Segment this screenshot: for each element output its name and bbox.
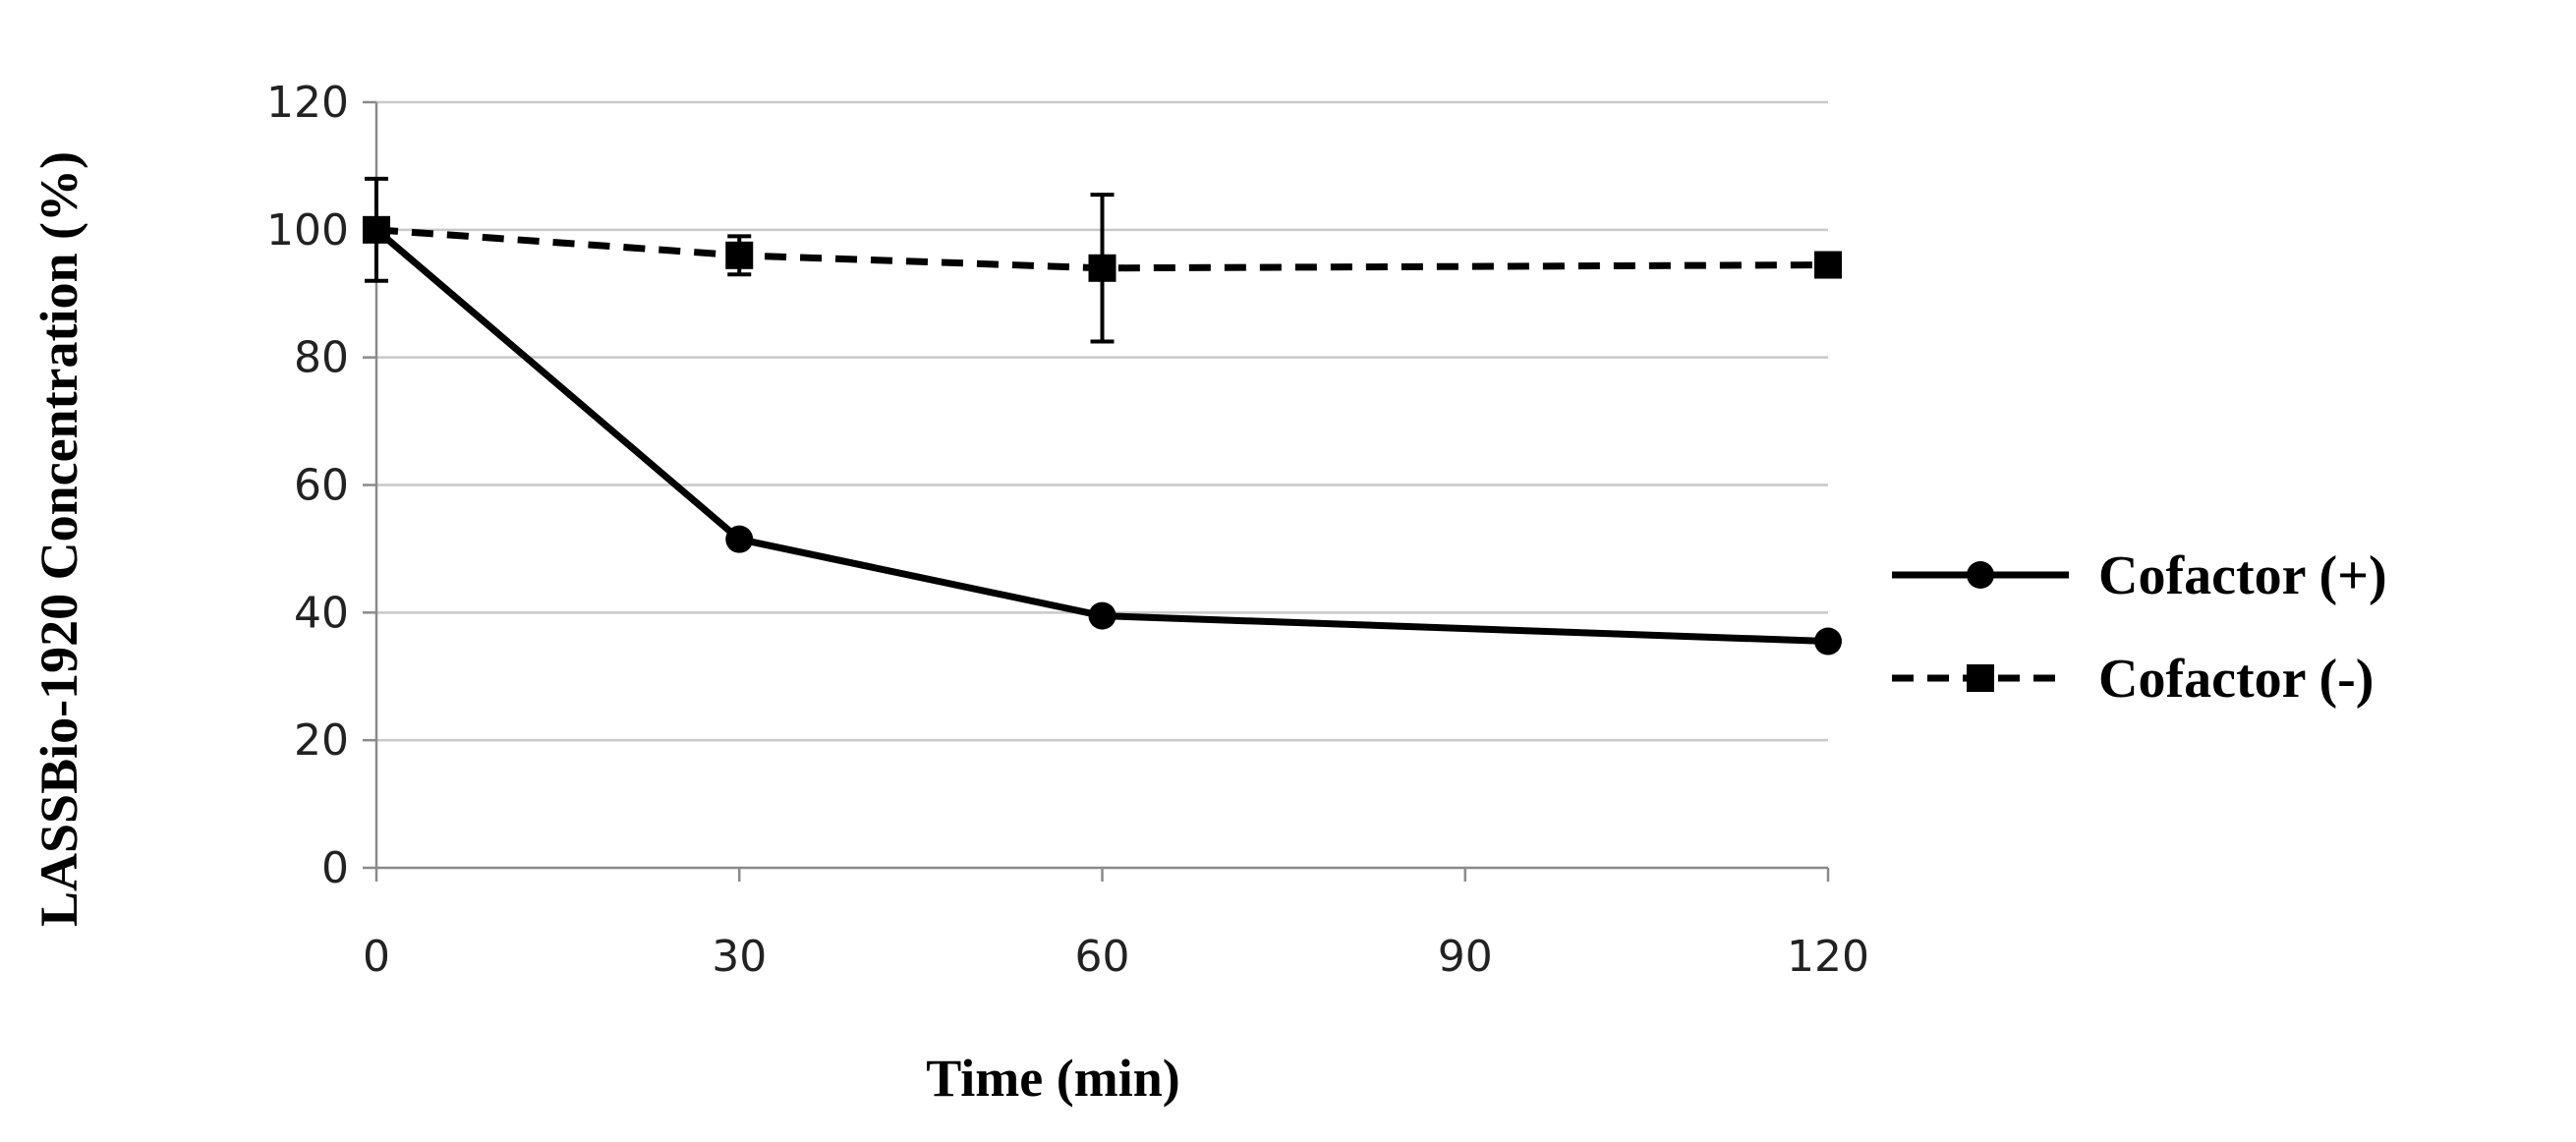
series-layer [363,176,1842,656]
y-tick-label: 20 [294,715,349,766]
legend-label: Cofactor (+) [2098,545,2387,606]
x-tick-label: 120 [1787,932,1869,982]
data-point-square [725,241,754,269]
x-tick-label: 60 [1075,932,1130,982]
axes [363,100,1830,882]
y-axis-title: LASSBio-1920 Concentration (%) [29,151,88,927]
data-point-square [1088,254,1116,282]
legend-label: Cofactor (-) [2098,649,2374,710]
legend-marker-square [1967,664,1994,692]
legend-item: Cofactor (+) [1892,545,2387,606]
y-tick-label: 60 [294,461,349,511]
x-tick-label: 30 [712,932,767,982]
series-line [373,227,1829,646]
y-tick-label: 120 [266,78,349,128]
data-point-circle [725,525,754,553]
data-point-circle [1088,601,1116,630]
y-tick-label: 0 [321,843,349,893]
data-point-square [1814,251,1842,279]
legend: Cofactor (+) Cofactor (-) [1892,545,2387,710]
y-tick-label: 40 [294,588,349,638]
x-tick-labels: 0 30 60 90 120 [363,932,1869,982]
x-tick-label: 0 [363,932,390,982]
series-cofactor-minus [363,176,1842,344]
legend-item: Cofactor (-) [1892,649,2374,710]
y-tick-label: 80 [294,333,349,383]
data-point-circle [1814,627,1842,656]
y-tick-label: 100 [266,205,349,256]
series-line [375,226,1829,272]
x-axis-title: Time (min) [926,1049,1179,1108]
legend-marker-circle [1967,561,1994,589]
x-tick-label: 90 [1438,932,1493,982]
y-tick-labels: 0 20 40 60 80 100 120 [266,78,349,893]
data-point-square [363,215,390,244]
